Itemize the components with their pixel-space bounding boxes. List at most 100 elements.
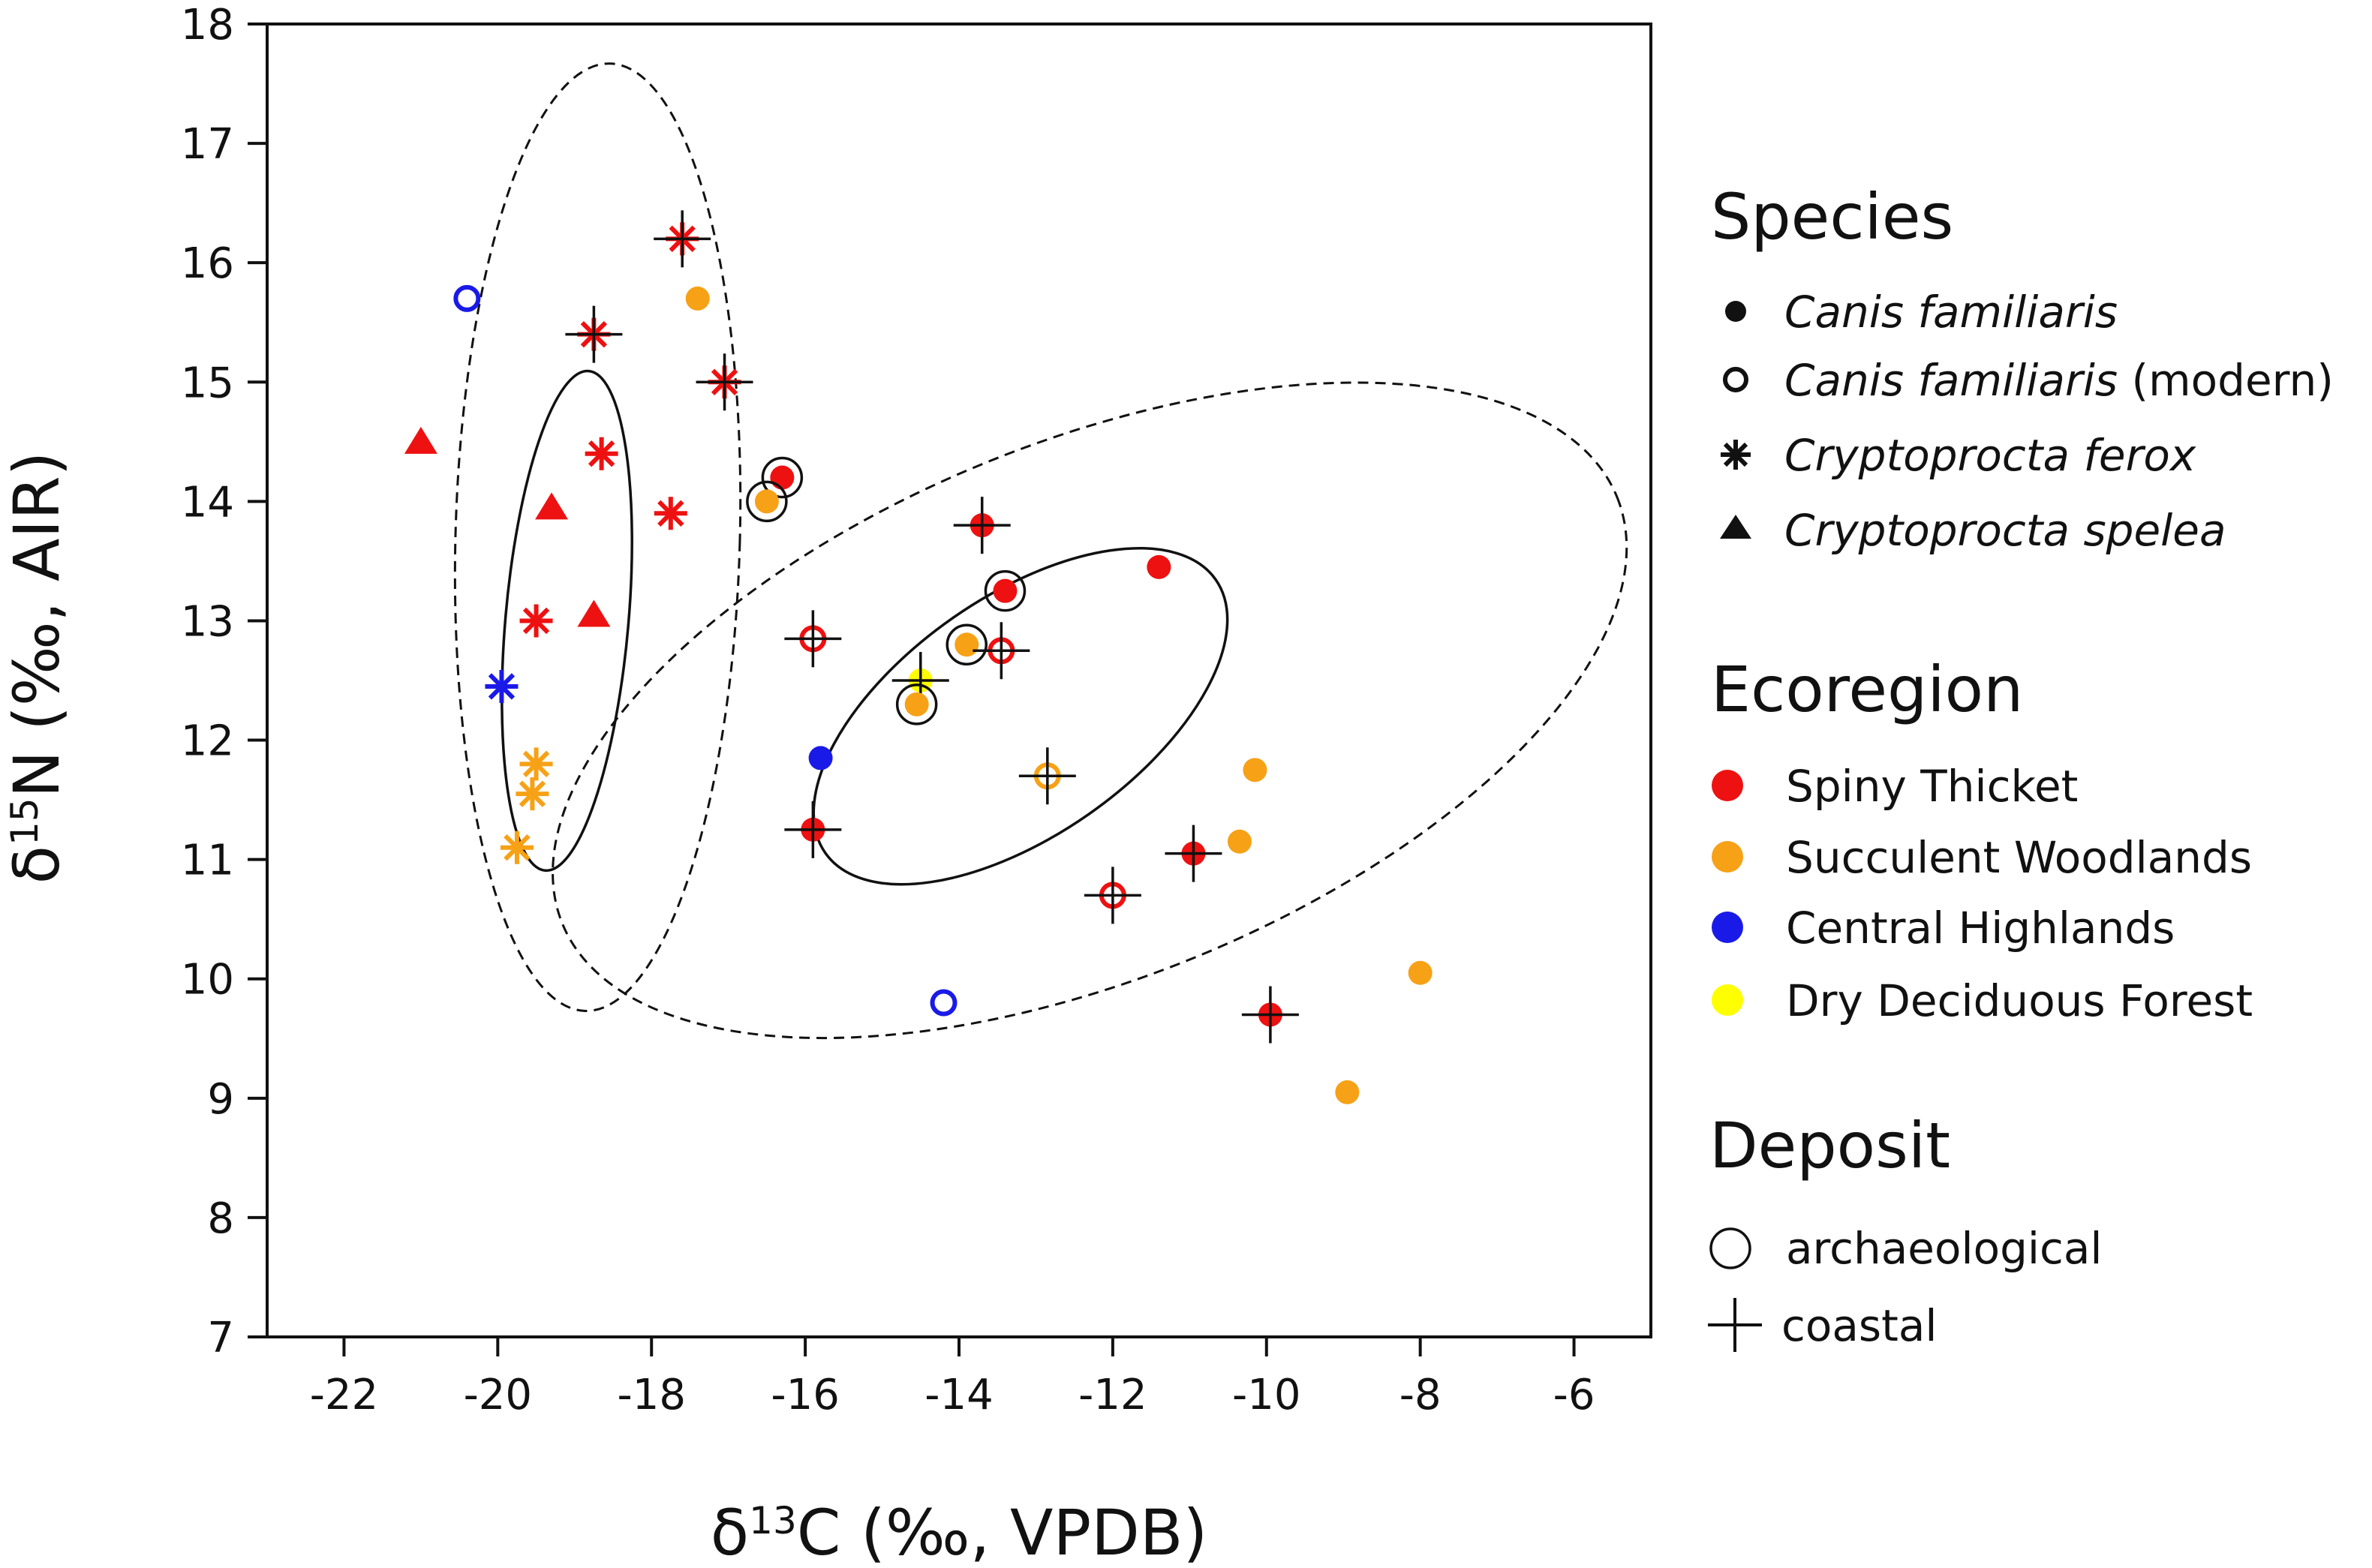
legend-marker-coastal (1708, 1298, 1762, 1352)
legend-color-succulent-woodlands (1712, 841, 1743, 873)
ferox-stroke (519, 780, 546, 807)
y-tick-label: 11 (181, 837, 234, 885)
data-point-dog-modern (453, 284, 481, 312)
spelea-marker (404, 426, 437, 454)
dog-marker (685, 286, 710, 311)
data-point-dog (1241, 986, 1299, 1044)
data-point-dog (953, 497, 1011, 554)
ferox-marker (585, 437, 618, 470)
archaeological-ring (984, 569, 1027, 612)
data-point-dog-modern (973, 622, 1030, 680)
dog-marker (770, 465, 795, 490)
coastal-cross (953, 497, 1011, 554)
data-point-dog-modern (784, 610, 842, 668)
coastal-cross (973, 622, 1030, 680)
dog-marker (808, 746, 833, 770)
ferox-stroke (588, 440, 615, 467)
data-point-dog (685, 286, 710, 311)
ferox-marker (519, 604, 553, 638)
legend-species-item: Canis familiaris (1784, 287, 2118, 338)
y-tick-label: 18 (181, 1, 234, 50)
coastal-cross (784, 610, 842, 668)
data-point-ferox (585, 437, 618, 470)
coastal-cross (1084, 867, 1141, 924)
plot-frame (266, 23, 1652, 1338)
x-tick-label: -10 (1232, 1371, 1300, 1419)
legend-ecoregion-item: Spiny Thicket (1786, 761, 2078, 812)
y-tick-label: 16 (181, 239, 234, 288)
data-point-spelea (535, 492, 569, 520)
data-point-ferox (696, 353, 753, 411)
ferox-stroke (522, 607, 550, 635)
data-point-ferox (516, 777, 549, 811)
data-point-dog (895, 683, 938, 725)
data-point-ferox (654, 210, 711, 268)
archaeological-ring (895, 683, 938, 725)
x-tick-label: -8 (1399, 1371, 1442, 1419)
legend-color-spiny-thicket (1712, 770, 1743, 801)
legend: Species Canis familiaris Canis familiari… (1708, 180, 2334, 1352)
ferox-marker (519, 747, 553, 781)
data-point-ferox (500, 831, 534, 864)
x-tick-label: -14 (924, 1371, 993, 1419)
legend-species-item: Canis familiaris (modern) (1784, 355, 2334, 406)
x-tick-label: -12 (1078, 1371, 1147, 1419)
dog-marker (955, 632, 979, 657)
legend-species-item: Cryptoprocta ferox (1784, 430, 2196, 481)
y-tick-label: 9 (207, 1075, 234, 1124)
ferox-marker (500, 831, 534, 864)
data-point-dog-modern (930, 989, 958, 1017)
legend-marker-asterisk (1721, 440, 1751, 470)
coastal-cross (1018, 747, 1076, 805)
data-point-dog-modern (1018, 747, 1076, 805)
data-point-ferox (519, 604, 553, 638)
data-point-dog-modern (1084, 867, 1141, 924)
legend-color-central-highlands (1712, 912, 1743, 943)
ellipse-dog-dashed (552, 381, 1628, 1040)
x-tick-label: -22 (310, 1371, 378, 1419)
data-point-dog (1227, 829, 1252, 854)
archaeological-ring (761, 456, 804, 499)
x-tick-label: -18 (617, 1371, 685, 1419)
ferox-stroke (488, 673, 516, 700)
legend-marker-archaeological (1709, 1227, 1751, 1269)
ferox-stroke (504, 834, 531, 861)
data-point-ferox (565, 305, 623, 363)
legend-species-item: Cryptoprocta spelea (1784, 505, 2226, 556)
dog-modern-marker (930, 989, 958, 1017)
dog-marker (1335, 1080, 1360, 1104)
points-layer (404, 210, 1433, 1104)
ferox-marker (654, 497, 687, 530)
legend-deposit-item: archaeological (1786, 1223, 2103, 1274)
data-point-dog (784, 801, 842, 858)
dog-marker (754, 489, 779, 514)
dog-marker (1408, 960, 1433, 985)
legend-deposit-item: coastal (1781, 1300, 1938, 1351)
y-axis-title: δ15N (‰, AIR) (0, 452, 74, 885)
legend-species-title: Species (1711, 180, 1953, 254)
data-point-ferox (485, 669, 519, 703)
dog-marker (1243, 758, 1267, 782)
ferox-stroke (522, 750, 550, 778)
data-point-dog (1335, 1080, 1360, 1104)
data-point-spelea (404, 426, 437, 454)
data-point-dog (1165, 825, 1222, 882)
data-point-ferox (519, 747, 553, 781)
x-tick-label: -6 (1553, 1371, 1595, 1419)
archaeological-ring (746, 480, 788, 523)
dog-modern-marker (453, 284, 481, 312)
x-tick-label: -16 (771, 1371, 839, 1419)
legend-ecoregion-item: Succulent Woodlands (1786, 832, 2252, 883)
data-point-dog (945, 623, 988, 666)
coastal-cross (1165, 825, 1222, 882)
dog-marker (1227, 829, 1252, 854)
x-tick-label: -20 (464, 1371, 532, 1419)
data-point-dog (746, 480, 788, 523)
ferox-marker (485, 669, 519, 703)
ellipse-ferox-solid (501, 369, 633, 873)
coastal-cross (565, 305, 623, 363)
y-tick-label: 14 (181, 478, 234, 527)
data-point-dog (1147, 554, 1171, 579)
coastal-cross (1241, 986, 1299, 1044)
